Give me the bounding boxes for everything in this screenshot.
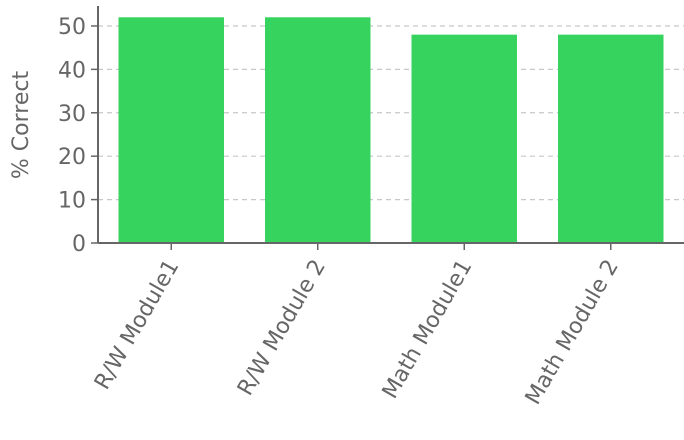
y-tick-label: 0: [72, 232, 86, 257]
y-tick-label: 30: [58, 102, 86, 127]
x-tick-label: Math Module1: [378, 256, 478, 404]
y-tick-label: 50: [58, 15, 86, 40]
bar: [265, 17, 371, 243]
y-tick-label: 40: [58, 58, 86, 83]
x-tick-label: Math Module 2: [521, 256, 624, 410]
y-tick-label: 10: [58, 189, 86, 214]
x-tick-label: R/W Module1: [90, 256, 184, 394]
bars: [118, 17, 664, 244]
y-axis-label: % Correct: [9, 71, 34, 180]
bar: [118, 17, 224, 243]
x-tick-labels: R/W Module1 R/W Module 2 Math Module1 Math …: [90, 256, 624, 410]
axes: [91, 6, 684, 250]
bar: [411, 34, 517, 244]
y-tick-labels: 0 10 20 30 40 50: [58, 15, 86, 257]
bar: [558, 34, 664, 244]
x-tick-label: R/W Module 2: [233, 256, 331, 401]
y-tick-label: 20: [58, 145, 86, 170]
